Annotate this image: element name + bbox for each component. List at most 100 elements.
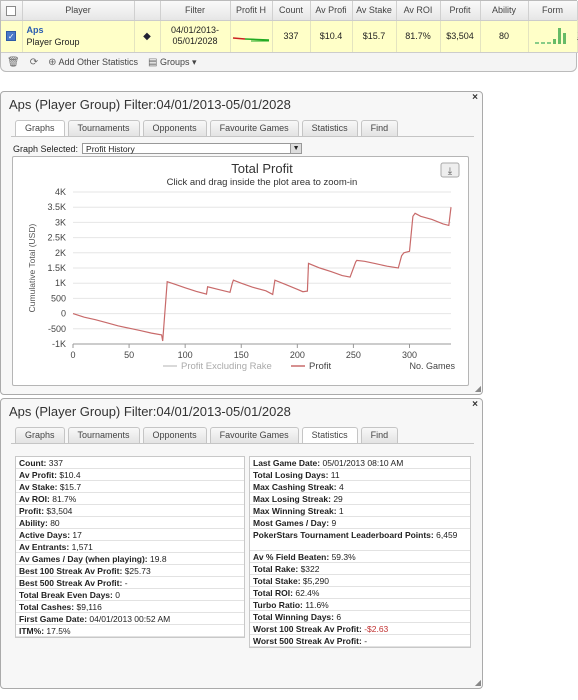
- trash-icon[interactable]: 🗑: [7, 56, 20, 68]
- y-tick-label: 4K: [55, 187, 66, 197]
- col-header-form[interactable]: Form: [528, 1, 578, 21]
- stats-panel-tabs: Graphs Tournaments Opponents Favourite G…: [15, 427, 399, 444]
- select-all-header[interactable]: [1, 1, 23, 21]
- stat-value: $10.4: [59, 470, 81, 480]
- stat-label: Total Winning Days:: [253, 612, 334, 622]
- filter-start: 04/01/2013-: [170, 25, 220, 35]
- tab-find[interactable]: Find: [360, 427, 399, 443]
- legend-label-profit-excluding-rake: Profit Excluding Rake: [181, 361, 272, 372]
- y-tick-label: 1K: [55, 278, 66, 288]
- av-stake-cell: $15.7: [352, 20, 397, 53]
- y-axis-label: Cumulative Total (USD): [27, 224, 37, 313]
- tab-graphs[interactable]: Graphs: [15, 427, 65, 443]
- add-other-statistics-button[interactable]: ⊕ Add Other Statistics: [48, 57, 138, 68]
- stats-panel-title: Aps (Player Group) Filter:04/01/2013-05/…: [9, 404, 291, 419]
- player-name-link[interactable]: Aps: [26, 25, 44, 35]
- stat-value: 62.4%: [295, 588, 320, 598]
- stat-value: $5,290: [302, 576, 329, 586]
- stat-label: ITM%:: [19, 626, 45, 636]
- stat-row: First Game Date: 04/01/2013 00:52 AM: [16, 613, 244, 625]
- grid-toolbar: 🗑 ⟳ ⊕ Add Other Statistics ▤ Groups ▾: [1, 53, 576, 72]
- series-line-profit: [72, 207, 452, 342]
- tab-favourite-games[interactable]: Favourite Games: [209, 120, 299, 136]
- col-header-count[interactable]: Count: [272, 1, 311, 21]
- stat-value: 6,459: [436, 530, 458, 540]
- col-header-profit[interactable]: Profit: [440, 1, 481, 21]
- stat-value: 05/01/2013 08:10 AM: [322, 458, 404, 468]
- tab-favourite-games[interactable]: Favourite Games: [209, 427, 299, 443]
- profit-chart[interactable]: Total Profit Click and drag inside the pl…: [12, 156, 469, 386]
- stat-value: 9: [331, 518, 337, 528]
- stat-row: Av % Field Beaten: 59.3%: [250, 551, 470, 563]
- stat-label: Av ROI:: [19, 494, 50, 504]
- col-header-av-profit[interactable]: Av Profi: [310, 1, 353, 21]
- stat-value: -$2.63: [364, 624, 389, 634]
- row-checkbox[interactable]: ✓: [6, 31, 17, 42]
- player-cell[interactable]: Aps Player Group: [22, 20, 135, 53]
- col-header-profit-history[interactable]: Profit H: [230, 1, 273, 21]
- stat-row: Max Cashing Streak: 4: [250, 481, 470, 493]
- tab-find[interactable]: Find: [360, 120, 399, 136]
- y-tick-label: 0: [61, 309, 66, 319]
- header-row: Player Filter Profit H Count Av Profi Av…: [1, 1, 578, 21]
- y-tick-label: 2.5K: [47, 233, 66, 243]
- stat-value: 81.7%: [52, 494, 77, 504]
- table-row[interactable]: ✓ Aps Player Group ◆ 04/01/2013- 05/01/2…: [1, 20, 578, 53]
- tab-tournaments[interactable]: Tournaments: [67, 427, 140, 443]
- resize-grip-icon[interactable]: ◢: [474, 384, 481, 393]
- tab-opponents[interactable]: Opponents: [142, 427, 207, 443]
- download-icon: ⤓: [448, 166, 453, 177]
- y-tick-label: 3K: [55, 217, 66, 227]
- chart-subtitle: Click and drag inside the plot area to z…: [167, 177, 358, 188]
- col-header-av-stake[interactable]: Av Stake: [352, 1, 397, 21]
- stat-row: Worst 100 Streak Av Profit: -$2.63: [250, 623, 470, 635]
- groups-button[interactable]: ▤ Groups ▾: [148, 57, 197, 68]
- stat-value: 04/01/2013 00:52 AM: [89, 614, 171, 624]
- col-header-filter[interactable]: Filter: [160, 1, 231, 21]
- stat-value: -: [124, 578, 128, 588]
- form-bars-icon: [534, 28, 566, 44]
- y-tick-label: 2K: [55, 248, 66, 258]
- stat-label: First Game Date:: [19, 614, 88, 624]
- tab-statistics[interactable]: Statistics: [301, 427, 358, 444]
- tab-statistics[interactable]: Statistics: [301, 120, 358, 136]
- tab-opponents[interactable]: Opponents: [142, 120, 207, 136]
- stat-row: Profit: $3,504: [16, 505, 244, 517]
- row-select-cell[interactable]: ✓: [1, 20, 23, 53]
- dropdown-arrow-icon[interactable]: ▼: [290, 144, 302, 153]
- x-tick-label: 200: [290, 350, 305, 360]
- ability-cell: 80: [480, 20, 529, 53]
- col-header-av-roi[interactable]: Av ROI: [396, 1, 441, 21]
- graph-panel: Aps (Player Group) Filter:04/01/2013-05/…: [0, 91, 483, 395]
- select-all-checkbox[interactable]: [6, 5, 17, 16]
- tab-graphs[interactable]: Graphs: [15, 120, 65, 137]
- stat-value: 4: [339, 482, 344, 492]
- resize-grip-icon[interactable]: ◢: [474, 678, 481, 687]
- stat-row: Turbo Ratio: 11.6%: [250, 599, 470, 611]
- stat-label: Total ROI:: [253, 588, 293, 598]
- profit-history-sparkline: [230, 20, 273, 53]
- stat-row: Last Game Date: 05/01/2013 08:10 AM: [250, 457, 470, 469]
- stat-label: Worst 100 Streak Av Profit:: [253, 624, 362, 634]
- stat-row: Total Rake: $322: [250, 563, 470, 575]
- stat-row: Total Winning Days: 6: [250, 611, 470, 623]
- graph-select-dropdown[interactable]: Profit History ▼: [82, 143, 303, 154]
- tab-tournaments[interactable]: Tournaments: [67, 120, 140, 136]
- stat-label: Count:: [19, 458, 47, 468]
- stat-label: Turbo Ratio:: [253, 600, 303, 610]
- close-icon[interactable]: ×: [472, 399, 478, 410]
- col-header-ability[interactable]: Ability: [480, 1, 529, 21]
- stat-label: Max Winning Streak:: [253, 506, 337, 516]
- download-button: [440, 162, 460, 178]
- player-group-label: Player Group: [26, 37, 80, 47]
- y-tick-label: 3.5K: [47, 202, 66, 212]
- stat-label: Worst 500 Streak Av Profit:: [253, 636, 362, 646]
- player-table: Player Filter Profit H Count Av Profi Av…: [1, 1, 578, 53]
- refresh-icon[interactable]: ⟳: [29, 56, 39, 68]
- stat-row: Total Cashes: $9,116: [16, 601, 244, 613]
- stat-label: Last Game Date:: [253, 458, 321, 468]
- stat-value: $15.7: [59, 482, 82, 492]
- close-icon[interactable]: ×: [472, 92, 478, 103]
- col-header-player[interactable]: Player: [22, 1, 135, 21]
